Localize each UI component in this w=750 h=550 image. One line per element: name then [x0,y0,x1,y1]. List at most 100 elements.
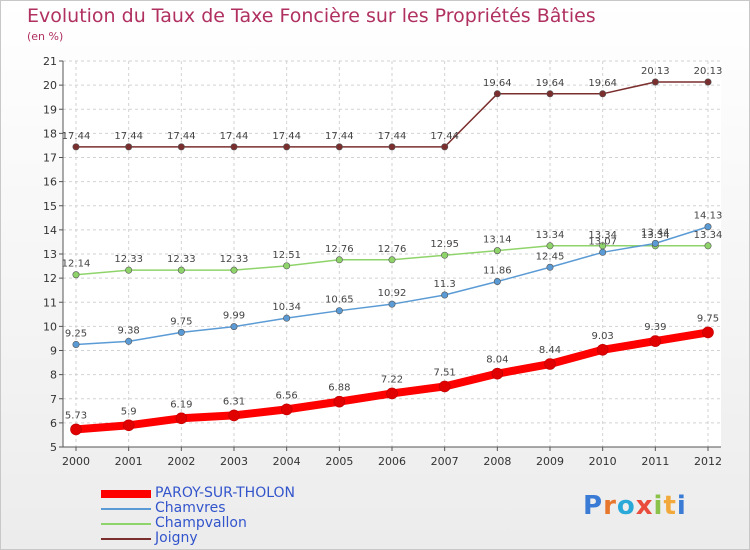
legend-swatch [101,508,151,510]
data-point-paroy-sur-tholon [122,419,135,432]
y-tick-label: 18 [43,127,57,140]
x-tick-label: 2000 [62,455,90,468]
data-point-paroy-sur-tholon [544,358,556,370]
x-tick-label: 2012 [694,455,722,468]
y-tick-label: 9 [50,345,57,358]
y-tick-label: 5 [50,441,57,454]
data-point-chamvres [388,300,396,308]
data-point-joigny [125,143,133,151]
data-point-champvallon [493,247,501,255]
data-label-chamvres: 9.25 [65,328,87,339]
data-point-chamvres [230,323,238,331]
data-label-joigny: 17.44 [378,131,407,142]
data-label-chamvres: 11.86 [483,266,512,277]
data-point-chamvres [335,307,343,315]
legend-swatch [101,523,151,525]
data-point-paroy-sur-tholon [386,387,398,400]
data-label-joigny: 17.44 [167,131,196,142]
data-point-chamvres [177,328,185,336]
data-label-champvallon: 12.76 [378,244,407,255]
data-point-chamvres [72,340,80,348]
data-label-joigny: 19.64 [483,78,512,89]
data-point-champvallon [335,256,343,264]
data-point-champvallon [283,262,291,270]
logo-letter: i [676,491,687,521]
data-label-paroy-sur-tholon: 5.9 [121,406,137,417]
x-tick-label: 2011 [641,455,669,468]
logo-letter: x [635,491,654,521]
data-label-paroy-sur-tholon: 6.88 [328,383,350,394]
data-point-joigny [651,78,659,86]
legend-swatch [101,490,151,498]
data-label-chamvres: 9.38 [118,325,140,336]
data-label-paroy-sur-tholon: 7.51 [434,367,456,378]
chart-title: Evolution du Taux de Taxe Foncière sur l… [27,5,596,27]
data-point-joigny [441,143,449,151]
data-point-joigny [704,78,712,86]
data-point-chamvres [441,291,449,299]
data-label-joigny: 20.13 [641,66,670,77]
data-point-champvallon [230,266,238,274]
x-tick-label: 2001 [115,455,143,468]
x-tick-label: 2002 [167,455,195,468]
y-tick-label: 19 [43,103,57,116]
legend-label: PAROY-SUR-THOLON [155,485,295,501]
data-label-paroy-sur-tholon: 9.75 [697,313,719,324]
data-point-champvallon [177,266,185,274]
y-tick-label: 7 [50,393,57,406]
y-tick-label: 11 [43,296,57,309]
data-point-joigny [72,143,80,151]
series-layer [70,78,714,436]
data-label-paroy-sur-tholon: 9.39 [644,322,666,333]
data-point-joigny [493,90,501,98]
data-point-paroy-sur-tholon [491,367,504,380]
logo-letter: i [653,491,664,521]
data-label-champvallon: 12.33 [220,254,249,265]
data-label-paroy-sur-tholon: 8.44 [539,345,561,356]
x-tick-label: 2007 [431,455,459,468]
data-point-paroy-sur-tholon [333,395,346,408]
y-tick-label: 15 [43,200,57,213]
data-point-champvallon [125,266,133,274]
data-point-paroy-sur-tholon [228,409,240,422]
y-tick-label: 16 [43,176,57,189]
logo-letter: P [583,491,604,521]
y-tick-label: 13 [43,248,57,261]
data-point-chamvres [493,278,501,286]
data-label-joigny: 17.44 [114,131,143,142]
data-point-joigny [599,90,607,98]
data-label-paroy-sur-tholon: 6.31 [223,396,245,407]
data-point-joigny [388,143,396,151]
data-label-chamvres: 14.13 [694,211,723,222]
data-point-chamvres [125,337,133,345]
data-point-chamvres [599,248,607,256]
data-label-chamvres: 13.44 [641,227,670,238]
data-label-joigny: 17.44 [430,131,459,142]
y-tick-label: 8 [50,369,57,382]
data-label-champvallon: 12.33 [167,254,196,265]
x-tick-label: 2008 [483,455,511,468]
data-label-champvallon: 12.95 [430,239,459,250]
data-label-champvallon: 13.34 [694,230,723,241]
data-label-champvallon: 13.34 [641,230,670,241]
data-label-joigny: 20.13 [694,66,723,77]
data-point-paroy-sur-tholon [702,326,714,339]
data-point-champvallon [441,251,449,259]
y-tick-label: 17 [43,152,57,165]
data-point-paroy-sur-tholon [70,423,82,436]
data-label-champvallon: 12.51 [272,250,301,261]
data-label-joigny: 17.44 [220,131,249,142]
x-tick-label: 2006 [378,455,406,468]
data-label-chamvres: 11.3 [434,279,456,290]
data-point-joigny [230,143,238,151]
data-label-chamvres: 10.92 [378,288,407,299]
data-label-champvallon: 13.34 [588,230,617,241]
data-label-joigny: 17.44 [272,131,301,142]
data-label-layer: 17.44 17.44 17.44 17.44 17.44 17.44 17.44 17.44… [62,66,723,421]
data-label-chamvres: 9.75 [170,316,192,327]
x-tick-label: 2005 [325,455,353,468]
logo-letter: r [603,491,617,521]
data-label-paroy-sur-tholon: 7.22 [381,374,403,385]
data-point-paroy-sur-tholon [596,343,609,356]
legend-label: Champvallon [155,515,247,531]
